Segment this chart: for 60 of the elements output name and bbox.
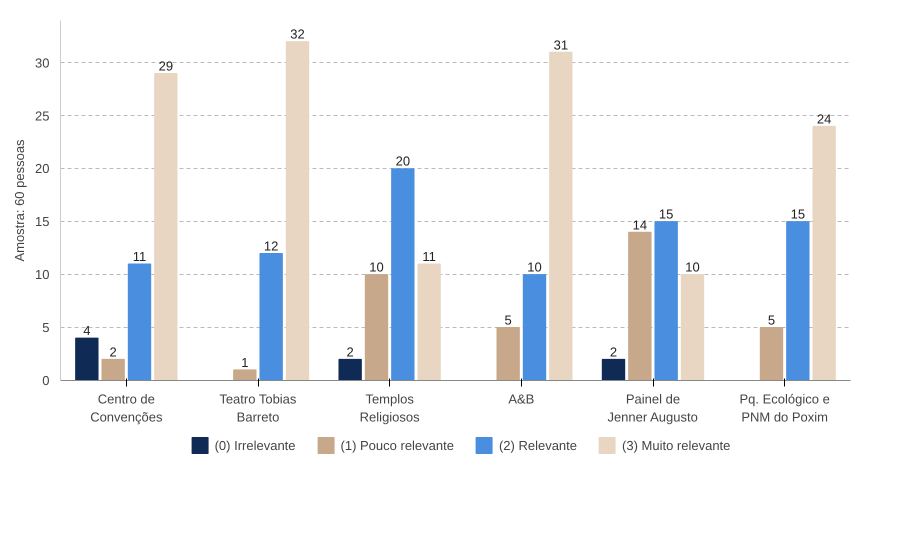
data-label: 11 bbox=[422, 249, 436, 264]
data-label: 10 bbox=[685, 260, 700, 275]
y-tick-label: 30 bbox=[35, 55, 50, 70]
data-label: 12 bbox=[264, 238, 278, 254]
bar bbox=[391, 168, 415, 380]
bar bbox=[417, 264, 441, 380]
y-tick-label: 5 bbox=[42, 320, 50, 336]
bar bbox=[760, 327, 784, 380]
data-label: 11 bbox=[132, 249, 146, 264]
bar bbox=[233, 369, 257, 380]
bar bbox=[338, 358, 362, 380]
data-label: 10 bbox=[369, 260, 384, 275]
data-label: 10 bbox=[527, 260, 542, 275]
bar bbox=[786, 221, 810, 380]
bar bbox=[364, 274, 388, 380]
bar bbox=[680, 274, 704, 380]
data-label: 1 bbox=[241, 354, 248, 370]
x-tick-label: Templos Religiosos bbox=[360, 392, 420, 424]
x-tick-label: Teatro Tobias Barreto bbox=[219, 392, 297, 424]
bar bbox=[812, 126, 836, 380]
x-tick-label: Pq. Ecológico e PNM do Poxim bbox=[740, 392, 830, 424]
legend-label: (0) Irrelevante bbox=[214, 438, 296, 452]
bar bbox=[522, 274, 546, 380]
bar bbox=[75, 338, 99, 380]
legend-label: (1) Pouco relevante bbox=[340, 438, 454, 452]
x-tick-label: A&B bbox=[508, 392, 534, 406]
legend-label: (3) Muito relevante bbox=[622, 438, 730, 452]
bar bbox=[101, 358, 125, 380]
bar bbox=[654, 221, 678, 380]
bar bbox=[154, 72, 178, 380]
y-axis-title: Amostra: 60 pessoas bbox=[12, 138, 28, 262]
data-label: 24 bbox=[816, 111, 832, 126]
data-label: 15 bbox=[658, 206, 674, 222]
bar bbox=[259, 252, 283, 380]
data-label: 2 bbox=[110, 344, 117, 360]
bar bbox=[128, 264, 152, 380]
data-label: 2 bbox=[610, 344, 618, 360]
data-label: 5 bbox=[504, 312, 512, 328]
y-tick-label: 10 bbox=[35, 267, 50, 282]
y-tick-label: 15 bbox=[35, 214, 50, 230]
data-label: 20 bbox=[396, 154, 410, 169]
data-label: 4 bbox=[83, 323, 90, 338]
data-label: 29 bbox=[158, 58, 174, 74]
y-tick-label: 0 bbox=[42, 373, 50, 388]
bar bbox=[496, 327, 520, 380]
bar bbox=[628, 232, 652, 380]
x-tick-label: Centro de Convenções bbox=[90, 392, 163, 424]
y-tick-label: 25 bbox=[35, 108, 50, 124]
data-label: 32 bbox=[290, 26, 305, 42]
data-label: 15 bbox=[790, 206, 806, 222]
data-label: 31 bbox=[554, 37, 568, 52]
legend-label: (2) Relevante bbox=[498, 438, 578, 452]
bar bbox=[602, 358, 626, 380]
data-label: 14 bbox=[632, 217, 648, 232]
y-tick-label: 20 bbox=[35, 161, 50, 176]
data-label: 2 bbox=[346, 344, 354, 360]
x-tick-label: Painel de Jenner Augusto bbox=[607, 392, 698, 424]
data-label: 5 bbox=[768, 312, 776, 328]
bar bbox=[549, 52, 573, 380]
bar bbox=[286, 41, 310, 380]
